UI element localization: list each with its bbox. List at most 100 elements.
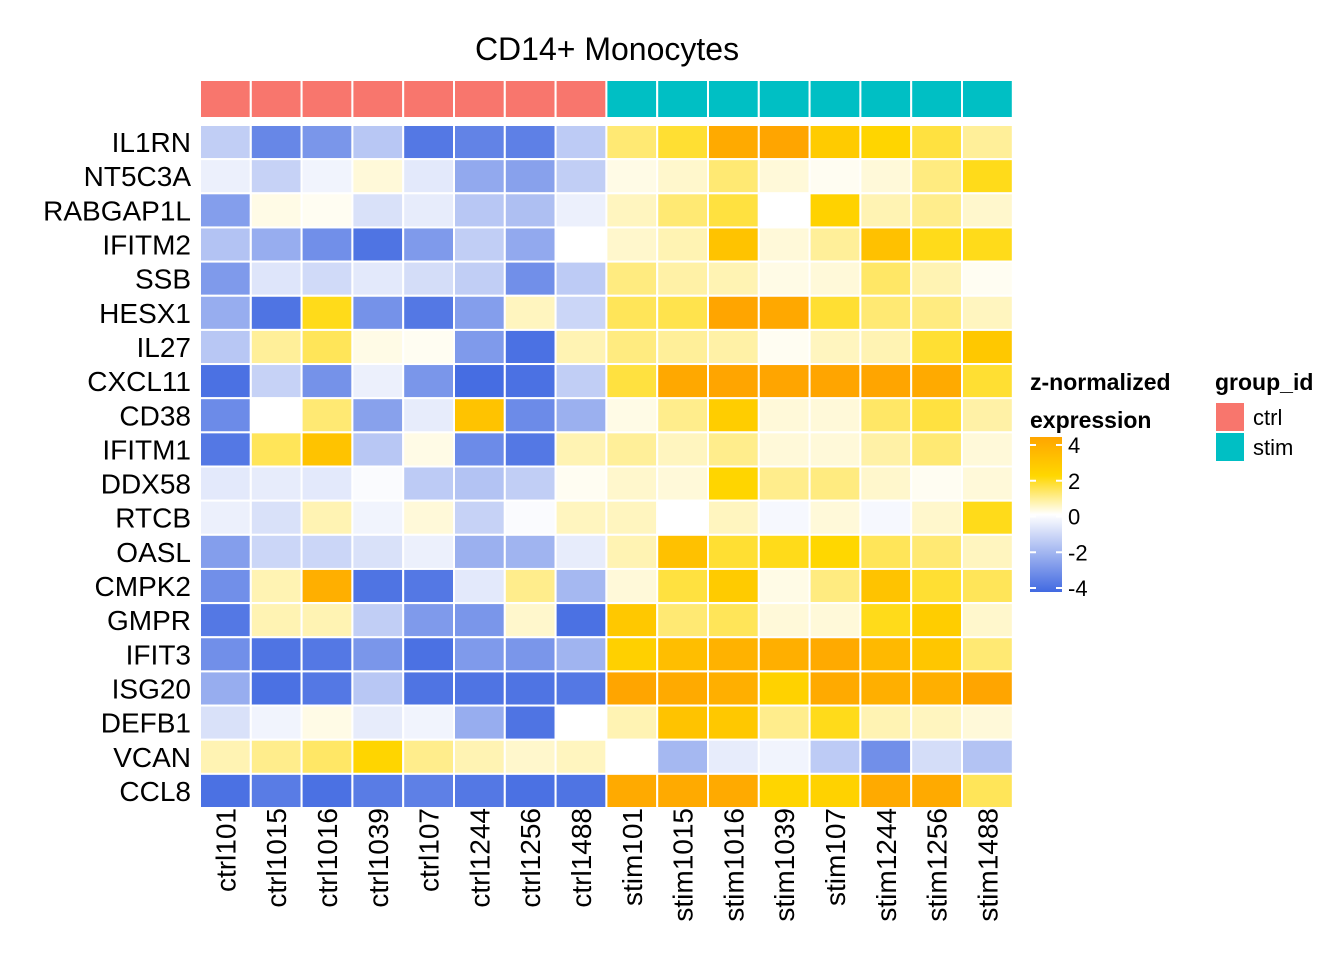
heatmap-cell-HESX1-stim1016 [707, 294, 760, 331]
row-label-NT5C3A: NT5C3A [84, 161, 192, 192]
heatmap-cell-NT5C3A-stim1039 [757, 158, 811, 195]
heatmap-cell-CCL8-ctrl1256 [503, 772, 557, 809]
heatmap-cell-DDX58-ctrl107 [402, 465, 456, 502]
row-label-CCL8: CCL8 [119, 776, 191, 807]
heatmap-cell-SSB-stim1256 [910, 260, 964, 297]
annotation-cell-stim1256 [910, 79, 964, 119]
heatmap-cell-NT5C3A-stim107 [808, 158, 862, 195]
heatmap-cell-GMPR-ctrl1039 [351, 602, 405, 639]
heatmap-cell-CCL8-ctrl1488 [554, 772, 608, 809]
heatmap-cell-CXCL11-stim1256 [910, 363, 964, 400]
heatmap-cell-DDX58-ctrl1256 [503, 465, 557, 502]
heatmap-cell-RTCB-ctrl1015 [249, 499, 303, 536]
heatmap-cell-IL1RN-ctrl1015 [249, 124, 303, 161]
heatmap-cell-CD38-stim1244 [859, 397, 913, 434]
heatmap-cells [199, 124, 1014, 809]
heatmap-cell-NT5C3A-ctrl1488 [554, 158, 608, 195]
heatmap-cell-CXCL11-stim107 [808, 363, 862, 400]
heatmap-cell-NT5C3A-stim1256 [910, 158, 964, 195]
heatmap-cell-NT5C3A-ctrl1244 [453, 158, 506, 195]
heatmap-cell-NT5C3A-stim1244 [859, 158, 913, 195]
heatmap-cell-CMPK2-stim101 [605, 567, 659, 605]
heatmap-cell-CD38-stim1039 [757, 397, 811, 434]
heatmap-cell-VCAN-ctrl107 [402, 738, 456, 775]
heatmap-cell-OASL-stim1039 [757, 533, 811, 570]
heatmap-cell-RTCB-stim101 [605, 499, 659, 536]
heatmap-cell-IL27-stim1256 [910, 328, 964, 366]
heatmap-cell-RTCB-ctrl1256 [503, 499, 557, 536]
heatmap-cell-IFIT3-stim1039 [757, 636, 811, 673]
heatmap-cell-RABGAP1L-stim107 [808, 192, 862, 229]
heatmap-cell-IL1RN-stim101 [605, 124, 659, 161]
heatmap-cell-IFITM2-ctrl101 [199, 226, 252, 263]
heatmap-cell-CMPK2-ctrl101 [199, 567, 252, 605]
heatmap-cell-CMPK2-ctrl1488 [554, 567, 608, 605]
heatmap-cell-DDX58-stim107 [808, 465, 862, 502]
group-legend-title: group_id [1215, 369, 1313, 395]
heatmap-cell-RABGAP1L-stim1488 [961, 192, 1014, 229]
heatmap-cell-IL27-stim101 [605, 328, 659, 366]
heatmap-cell-NT5C3A-stim1015 [656, 158, 710, 195]
heatmap-cell-IFIT3-ctrl107 [402, 636, 456, 673]
heatmap-cell-CXCL11-stim101 [605, 363, 659, 400]
heatmap-cell-VCAN-ctrl101 [199, 738, 252, 775]
heatmap-cell-RTCB-ctrl1488 [554, 499, 608, 536]
heatmap-cell-IFIT3-stim107 [808, 636, 862, 673]
heatmap-cell-CXCL11-stim1488 [961, 363, 1014, 400]
heatmap-cell-RABGAP1L-stim1039 [757, 192, 811, 229]
heatmap-cell-OASL-ctrl1039 [351, 533, 405, 570]
heatmap-cell-HESX1-ctrl1016 [300, 294, 354, 331]
row-label-CD38: CD38 [119, 400, 191, 431]
heatmap-cell-IFITM1-ctrl101 [199, 431, 252, 468]
heatmap-cell-VCAN-ctrl1016 [300, 738, 354, 775]
heatmap-cell-HESX1-stim1244 [859, 294, 913, 331]
heatmap-cell-HESX1-stim1039 [757, 294, 811, 331]
heatmap-cell-DDX58-ctrl1488 [554, 465, 608, 502]
heatmap-cell-IFITM1-ctrl1488 [554, 431, 608, 468]
row-label-VCAN: VCAN [113, 742, 191, 773]
heatmap-cell-SSB-ctrl107 [402, 260, 456, 297]
heatmap-cell-ISG20-ctrl1015 [249, 670, 303, 707]
heatmap-cell-CXCL11-ctrl1244 [453, 363, 506, 400]
heatmap-cell-SSB-stim1039 [757, 260, 811, 297]
heatmap-cell-DEFB1-stim1039 [757, 704, 811, 741]
heatmap-cell-IFIT3-ctrl1015 [249, 636, 303, 673]
heatmap-cell-IFITM1-ctrl1016 [300, 431, 354, 468]
heatmap-cell-HESX1-ctrl1244 [453, 294, 506, 331]
heatmap-cell-IFITM1-stim1015 [656, 431, 710, 468]
heatmap-cell-IFIT3-stim1488 [961, 636, 1014, 673]
heatmap-cell-NT5C3A-ctrl1016 [300, 158, 354, 195]
heatmap-cell-DEFB1-stim1244 [859, 704, 913, 741]
heatmap-cell-DDX58-stim1016 [707, 465, 760, 502]
heatmap-cell-DEFB1-stim107 [808, 704, 862, 741]
heatmap-cell-DEFB1-ctrl1244 [453, 704, 506, 741]
heatmap-cell-HESX1-stim1015 [656, 294, 710, 331]
heatmap-cell-CCL8-stim1244 [859, 772, 913, 809]
heatmap-cell-SSB-stim1015 [656, 260, 710, 297]
heatmap-cell-CMPK2-stim1244 [859, 567, 913, 605]
column-label-ctrl1039: ctrl1039 [363, 808, 394, 908]
heatmap-cell-IFIT3-stim1244 [859, 636, 913, 673]
heatmap-cell-IFIT3-ctrl1016 [300, 636, 354, 673]
heatmap-cell-HESX1-stim101 [605, 294, 659, 331]
heatmap-cell-CXCL11-stim1015 [656, 363, 710, 400]
annotation-cell-stim107 [808, 79, 862, 119]
heatmap-cell-IFITM2-stim1016 [707, 226, 760, 263]
heatmap-cell-NT5C3A-stim101 [605, 158, 659, 195]
heatmap-cell-IFITM2-stim1039 [757, 226, 811, 263]
heatmap-cell-HESX1-stim107 [808, 294, 862, 331]
row-label-DEFB1: DEFB1 [101, 708, 191, 739]
heatmap-cell-IFIT3-ctrl1039 [351, 636, 405, 673]
heatmap-cell-IFITM1-ctrl1256 [503, 431, 557, 468]
heatmap-cell-IFITM2-stim101 [605, 226, 659, 263]
heatmap-cell-IL1RN-stim1244 [859, 124, 913, 161]
heatmap-cell-CD38-stim1016 [707, 397, 760, 434]
column-label-stim1256: stim1256 [922, 808, 953, 922]
heatmap-cell-IFIT3-ctrl1256 [503, 636, 557, 673]
heatmap-cell-SSB-ctrl1256 [503, 260, 557, 297]
column-label-ctrl107: ctrl107 [414, 808, 445, 892]
column-label-stim107: stim107 [820, 808, 851, 906]
heatmap-cell-IL1RN-stim107 [808, 124, 862, 161]
expression-colorbar [1030, 437, 1062, 592]
heatmap-cell-OASL-stim1015 [656, 533, 710, 570]
